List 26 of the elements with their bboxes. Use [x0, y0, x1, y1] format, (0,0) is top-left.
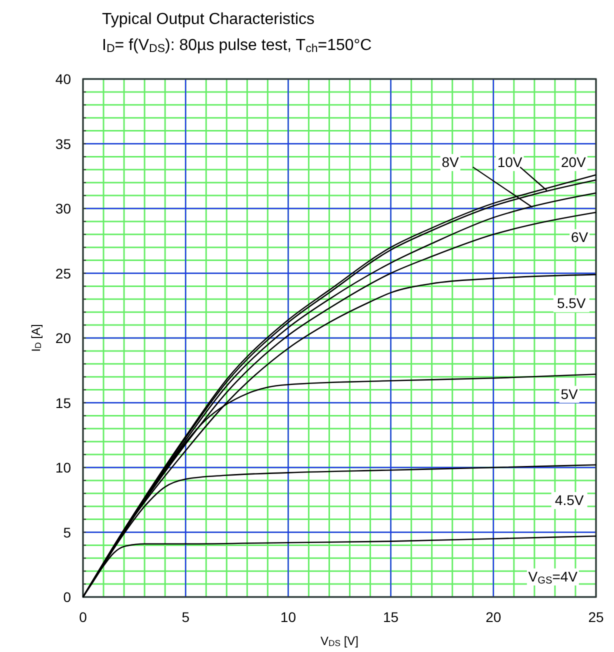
series-label: 4.5V — [554, 492, 584, 508]
x-tick-label: 20 — [486, 609, 502, 625]
y-tick-label: 30 — [55, 200, 72, 216]
y-tick-label: 10 — [55, 460, 72, 476]
x-tick-label: 0 — [79, 609, 88, 625]
chart-subtitle: I$_{D}$= f(V$_{DS}$): 80µs pulse test, T$_{ch}$=150°C — [102, 37, 372, 55]
y-tick-label: 5 — [63, 524, 72, 540]
y-tick-label: 15 — [55, 394, 72, 411]
x-tick-label: 5 — [182, 609, 190, 625]
y-tick-label: 0 — [63, 589, 72, 605]
series-label: 6V — [571, 229, 589, 246]
chart-title: Typical Output Characteristics — [102, 11, 315, 28]
x-tick-label: 10 — [280, 609, 296, 625]
y-tick-label: 40 — [55, 71, 72, 87]
series-label: 20V — [560, 154, 587, 170]
y-tick-label: 25 — [55, 265, 72, 282]
x-tick-label: 25 — [588, 609, 604, 625]
text: V$_{GS}$=4V — [528, 568, 578, 586]
series-label: 5.5V — [556, 295, 586, 312]
y-tick-label: 20 — [55, 330, 72, 346]
x-tick-label: 15 — [383, 609, 399, 625]
series-label: 5V — [560, 386, 579, 402]
series-label: 10V — [497, 154, 523, 170]
y-tick-label: 35 — [55, 136, 72, 152]
x-axis-title: V$_{DS}$ [V] — [320, 634, 359, 648]
text: 8V — [442, 154, 460, 170]
